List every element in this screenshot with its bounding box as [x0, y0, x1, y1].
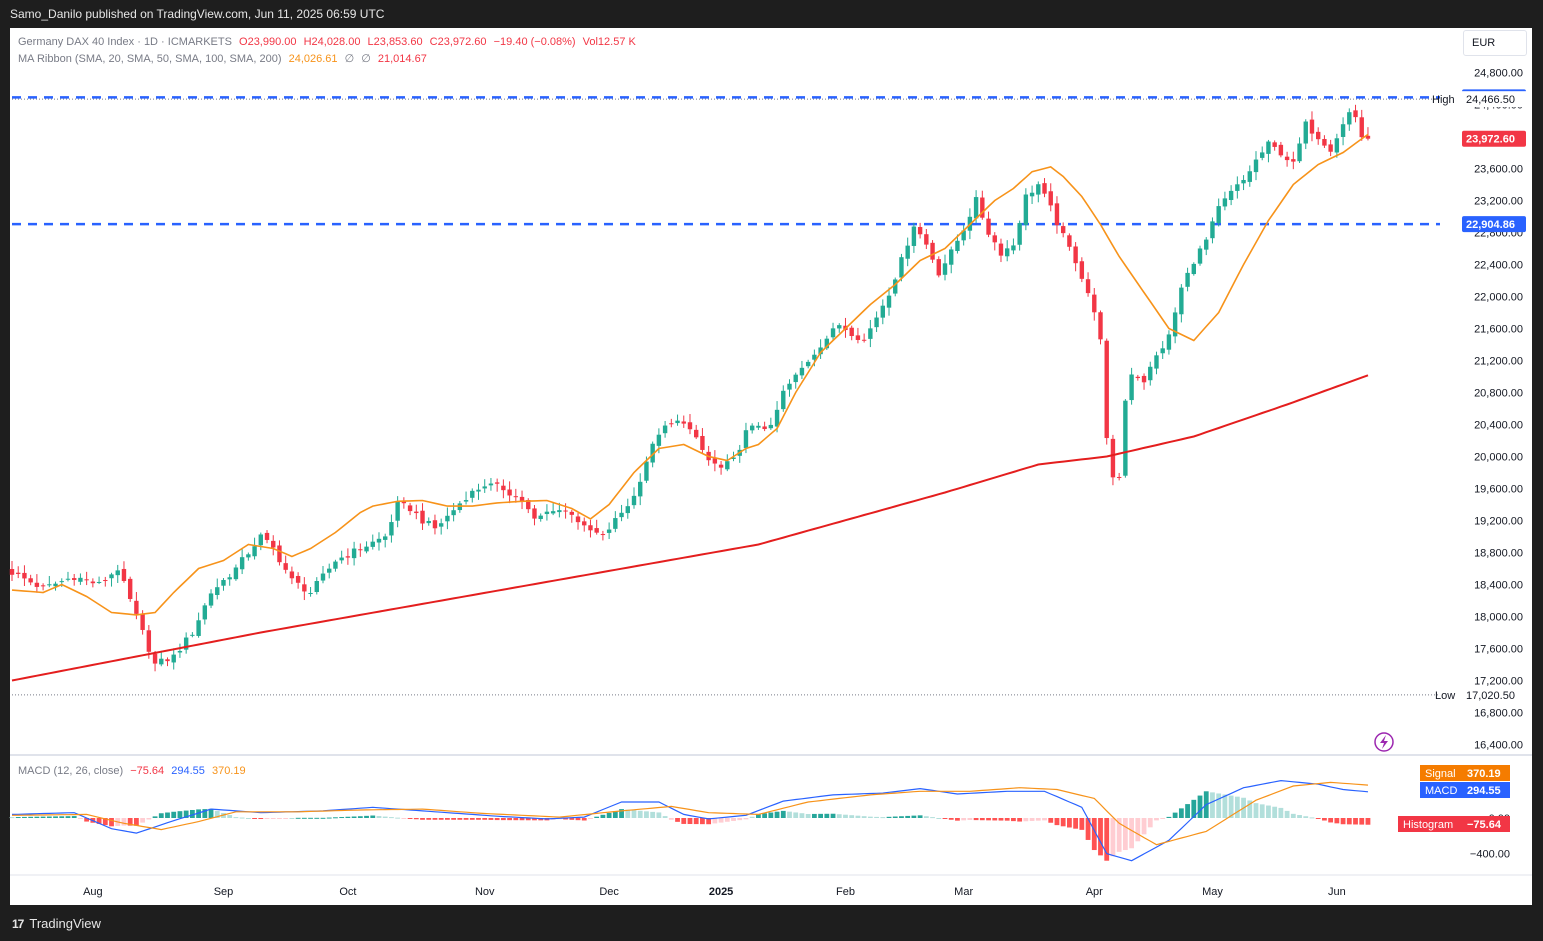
ohlc-close: C23,972.60 — [429, 36, 487, 48]
ma50-value: ∅ — [344, 53, 355, 65]
macd-legend: MACD (12, 26, close) −75.64 294.55 370.1… — [18, 765, 250, 777]
ohlc-high: H24,028.00 — [303, 36, 361, 48]
ma-name: MA Ribbon (SMA, 20, SMA, 50, SMA, 100, S… — [18, 53, 282, 65]
bottom-bar: 17 TradingView — [0, 905, 1543, 941]
tradingview-brand[interactable]: 17 TradingView — [12, 916, 101, 931]
symbol-name: Germany DAX 40 Index · 1D · ICMARKETS — [18, 36, 232, 48]
volume-value: Vol12.57 K — [582, 36, 636, 48]
top-bar: Samo_Danilo published on TradingView.com… — [0, 0, 1543, 28]
ma-legend: MA Ribbon (SMA, 20, SMA, 50, SMA, 100, S… — [18, 52, 431, 65]
symbol-legend: Germany DAX 40 Index · 1D · ICMARKETS O2… — [18, 36, 640, 48]
ma20-value: 24,026.61 — [288, 53, 338, 65]
macd-signal-value: 370.19 — [211, 765, 246, 777]
tradingview-logo-icon: 17 — [12, 916, 24, 931]
macd-hist-value: −75.64 — [130, 765, 165, 777]
ma100-value: ∅ — [361, 53, 371, 65]
currency-button[interactable]: EUR — [1463, 30, 1527, 56]
brand-name: TradingView — [29, 916, 101, 931]
ma200-value: 21,014.67 — [377, 53, 427, 65]
ohlc-open: O23,990.00 — [239, 36, 297, 48]
change-value: −19.40 (−0.08%) — [493, 36, 576, 48]
publisher-line: Samo_Danilo published on TradingView.com… — [10, 7, 385, 21]
ohlc-low: L23,853.60 — [367, 36, 423, 48]
macd-name: MACD (12, 26, close) — [18, 765, 124, 777]
macd-line-value: 294.55 — [171, 765, 205, 777]
